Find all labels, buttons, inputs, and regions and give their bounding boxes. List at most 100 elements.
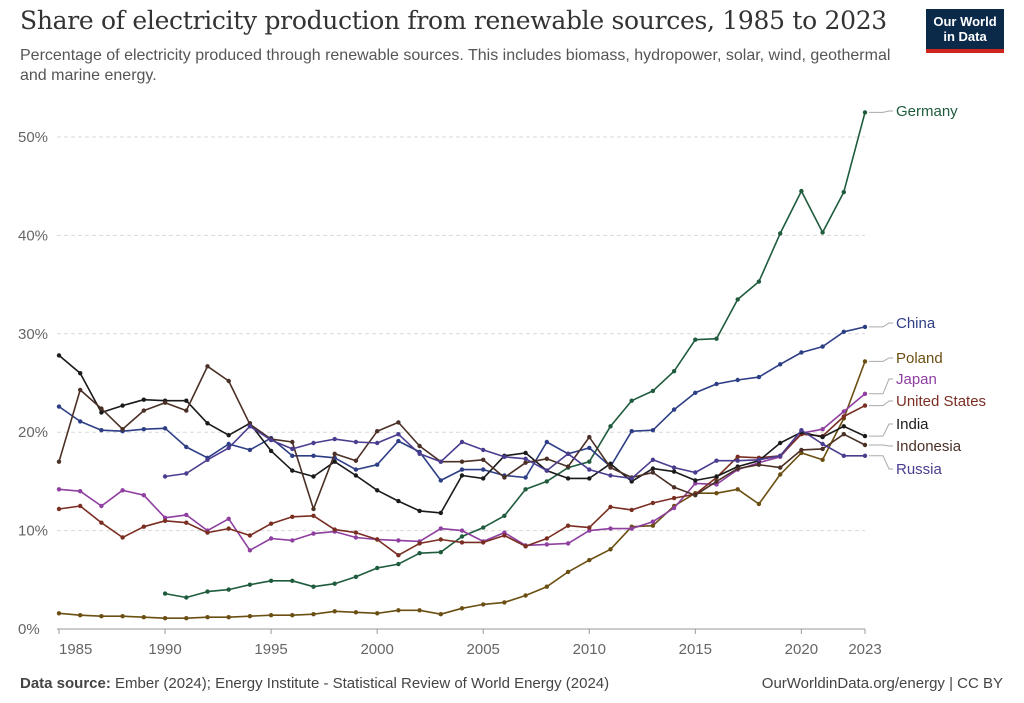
data-point	[459, 473, 465, 478]
data-point	[184, 398, 189, 403]
data-point	[608, 526, 613, 531]
x-tick-label: 1995	[254, 641, 287, 658]
owid-logo[interactable]: Our World in Data	[926, 9, 1004, 53]
data-point	[523, 456, 528, 461]
data-point	[459, 540, 465, 545]
data-point	[311, 584, 316, 589]
data-point	[502, 454, 507, 459]
data-point	[56, 404, 62, 409]
data-point	[417, 451, 422, 456]
data-point	[184, 616, 189, 621]
label-connector	[869, 400, 893, 407]
data-point	[396, 561, 401, 567]
data-point	[184, 520, 189, 525]
credit-link[interactable]: OurWorldinData.org/energy | CC BY	[761, 675, 1003, 692]
data-point	[862, 403, 868, 408]
data-point	[268, 437, 274, 443]
data-point	[311, 474, 316, 479]
data-point	[226, 433, 231, 438]
data-point	[735, 458, 740, 463]
data-point	[820, 230, 825, 235]
data-point	[587, 557, 592, 563]
data-point	[162, 591, 168, 596]
data-point	[396, 538, 401, 543]
data-point	[650, 428, 656, 433]
y-tick-label: 40%	[18, 227, 48, 244]
data-point	[693, 478, 698, 483]
data-point	[396, 438, 401, 444]
data-point	[820, 457, 825, 462]
data-point	[799, 188, 804, 194]
data-point	[650, 519, 656, 524]
data-point	[332, 451, 337, 456]
data-point	[311, 531, 316, 536]
data-point	[544, 479, 549, 484]
data-point	[544, 439, 549, 445]
data-point	[502, 475, 507, 480]
data-point	[629, 507, 634, 513]
data-point	[502, 513, 507, 518]
data-point	[56, 487, 62, 492]
data-point	[162, 400, 168, 405]
data-point	[226, 445, 231, 451]
data-point	[481, 467, 486, 472]
data-point	[587, 467, 592, 472]
series-line	[164, 425, 865, 480]
data-point	[799, 350, 804, 355]
data-point	[247, 424, 253, 429]
x-tick-label: 2000	[360, 641, 393, 658]
data-point	[608, 424, 613, 429]
data-point	[184, 408, 189, 413]
data-point	[650, 457, 656, 462]
label-connector	[869, 378, 893, 395]
data-point	[205, 615, 210, 620]
data-point	[438, 537, 443, 542]
data-point	[438, 612, 443, 617]
data-point	[438, 478, 443, 483]
data-point	[799, 447, 804, 453]
data-point	[735, 466, 740, 471]
y-tick-label: 20%	[18, 424, 48, 441]
data-point	[650, 500, 656, 506]
data-point	[841, 432, 846, 437]
data-point	[311, 440, 316, 446]
data-point	[778, 440, 783, 446]
data-point	[141, 493, 146, 498]
data-point	[629, 398, 634, 403]
x-tick-label: 1985	[59, 641, 92, 658]
data-point	[671, 469, 677, 474]
data-point	[481, 447, 486, 453]
data-point	[353, 530, 359, 535]
data-point	[141, 427, 146, 432]
data-point	[565, 523, 571, 528]
data-point	[268, 578, 274, 583]
data-point	[693, 493, 698, 498]
data-point	[459, 528, 465, 533]
data-point	[290, 613, 295, 618]
x-tick-label: 2005	[467, 641, 500, 658]
data-point	[226, 441, 231, 447]
data-point	[417, 508, 422, 514]
data-point	[353, 467, 359, 472]
data-point	[332, 527, 337, 532]
data-point	[544, 468, 549, 473]
data-point	[99, 614, 104, 619]
data-point	[375, 537, 380, 542]
data-point	[756, 374, 762, 380]
x-tick-label: 2020	[785, 641, 818, 658]
data-point	[544, 536, 549, 541]
data-point	[78, 419, 83, 424]
data-point	[247, 447, 253, 453]
data-point	[523, 593, 528, 598]
data-point	[268, 536, 274, 541]
data-source: Data source: Ember (2024); Energy Instit…	[20, 675, 609, 692]
data-point	[714, 458, 719, 463]
data-point	[523, 487, 528, 492]
data-point	[799, 428, 804, 433]
data-point	[608, 504, 613, 510]
data-point	[714, 491, 719, 496]
data-point	[650, 470, 656, 475]
data-point	[820, 441, 825, 447]
series-lines	[56, 110, 868, 621]
data-point	[650, 388, 656, 394]
